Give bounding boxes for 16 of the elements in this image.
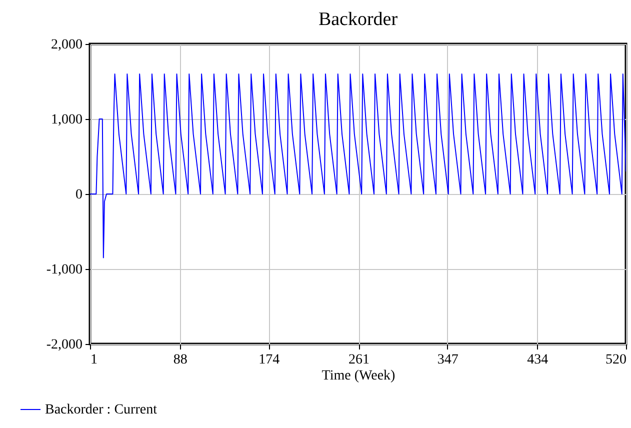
x-tick-label: 520 (606, 352, 626, 368)
y-tick-label: 0 (76, 188, 82, 202)
line-series (90, 74, 626, 258)
x-axis-title: Time (Week) (322, 368, 396, 384)
x-tick-label: 347 (437, 352, 458, 368)
x-tick-label: 1 (90, 352, 98, 368)
x-tick-label: 434 (527, 352, 548, 368)
y-tick-label: 1,000 (51, 112, 82, 128)
y-tick-label: -1,000 (46, 262, 82, 278)
x-tick-label: 174 (258, 352, 280, 368)
chart-title: Backorder (318, 9, 398, 30)
legend-label: Backorder : Current (45, 402, 158, 418)
y-tick-label: -2,000 (46, 338, 82, 352)
x-tick-label: 88 (173, 352, 188, 368)
x-tick-label: 261 (348, 352, 370, 368)
y-tick-label: 2,000 (51, 38, 82, 52)
